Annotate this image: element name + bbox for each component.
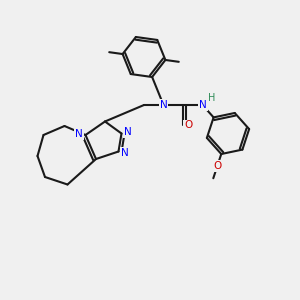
Text: O: O	[184, 120, 193, 130]
Text: N: N	[121, 148, 129, 158]
Text: N: N	[160, 100, 167, 110]
Text: O: O	[213, 161, 221, 171]
Text: H: H	[208, 93, 215, 103]
Text: N: N	[124, 127, 132, 137]
Text: N: N	[75, 129, 83, 140]
Text: N: N	[199, 100, 207, 110]
